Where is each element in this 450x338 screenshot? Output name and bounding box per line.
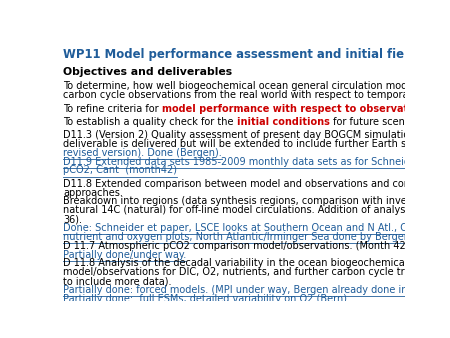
Text: Breakdown into regions (data synthesis regions, comparison with inverse analyses: Breakdown into regions (data synthesis r… (63, 196, 450, 207)
Text: To establish a quality check for the: To establish a quality check for the (63, 117, 237, 127)
Text: Objectives and deliverables: Objectives and deliverables (63, 67, 232, 77)
Text: initial conditions: initial conditions (237, 117, 330, 127)
Text: model performance with respect to observations and other models: model performance with respect to observ… (162, 103, 450, 114)
Text: To refine criteria for: To refine criteria for (63, 103, 162, 114)
Text: D11.8 Extended comparison between model and observations and consistency check w: D11.8 Extended comparison between model … (63, 179, 450, 189)
Text: D 11.8 Analysis of the decadal variability in the ocean biogeochemical models an: D 11.8 Analysis of the decadal variabili… (63, 258, 450, 268)
Text: 36).: 36). (63, 214, 82, 224)
Text: D 11.7 Atmospheric pCO2 comparison model/observations. (Month 42): D 11.7 Atmospheric pCO2 comparison model… (63, 241, 410, 251)
Text: natural 14C (natural) for off-line model circulations. Addition of analysis of n: natural 14C (natural) for off-line model… (63, 205, 450, 215)
Text: WP11 Model performance assessment and initial fields for scenarios.: WP11 Model performance assessment and in… (63, 48, 450, 62)
Text: To determine, how well biogeochemical ocean general circulation models (BOGCMs) : To determine, how well biogeochemical oc… (63, 81, 450, 91)
Text: D11.3 (Version 2) Quality assessment of present day BOGCM simulations in form of: D11.3 (Version 2) Quality assessment of … (63, 130, 450, 140)
Text: model/observations for DIC, O2, nutrients, and further carbon cycle tracers. (Mo: model/observations for DIC, O2, nutrient… (63, 267, 450, 277)
Text: for future scenarios with BOGCMs: for future scenarios with BOGCMs (330, 117, 450, 127)
Text: Partially done:  full ESMs, detailed variability on O2 (Bern): Partially done: full ESMs, detailed vari… (63, 294, 347, 304)
Text: To be done: Comparability (binning of pCO2 before comparison, Bergen).: To be done: Comparability (binning of pC… (63, 303, 419, 313)
Text: deliverable is delivered but will be extended to include further Earth system mo: deliverable is delivered but will be ext… (63, 139, 450, 149)
Text: Partially done/under way.: Partially done/under way. (63, 249, 186, 260)
Text: D11.9 Extended data sets 1985-2009 monthly data sets as for Schneider et al. (20: D11.9 Extended data sets 1985-2009 month… (63, 156, 450, 167)
Text: revised version). Done (Bergen).: revised version). Done (Bergen). (63, 148, 222, 158)
Text: carbon cycle observations from the real world with respect to temporal and spati: carbon cycle observations from the real … (63, 90, 450, 100)
Text: Done: Schneider et paper, LSCE looks at Southern Ocean and N Atl., CFCs have bee: Done: Schneider et paper, LSCE looks at … (63, 223, 450, 233)
Text: to include more data).: to include more data). (63, 276, 172, 286)
Text: nutrient and oxygen plots, North Atlantic/Irminger Sea done by Bergen.: nutrient and oxygen plots, North Atlanti… (63, 232, 413, 242)
Text: approaches.: approaches. (63, 188, 123, 198)
Text: Partially done: forced models. (MPI under way, Bergen already done in first vers: Partially done: forced models. (MPI unde… (63, 285, 450, 295)
Text: pCO2, Cant  (month42): pCO2, Cant (month42) (63, 166, 177, 175)
